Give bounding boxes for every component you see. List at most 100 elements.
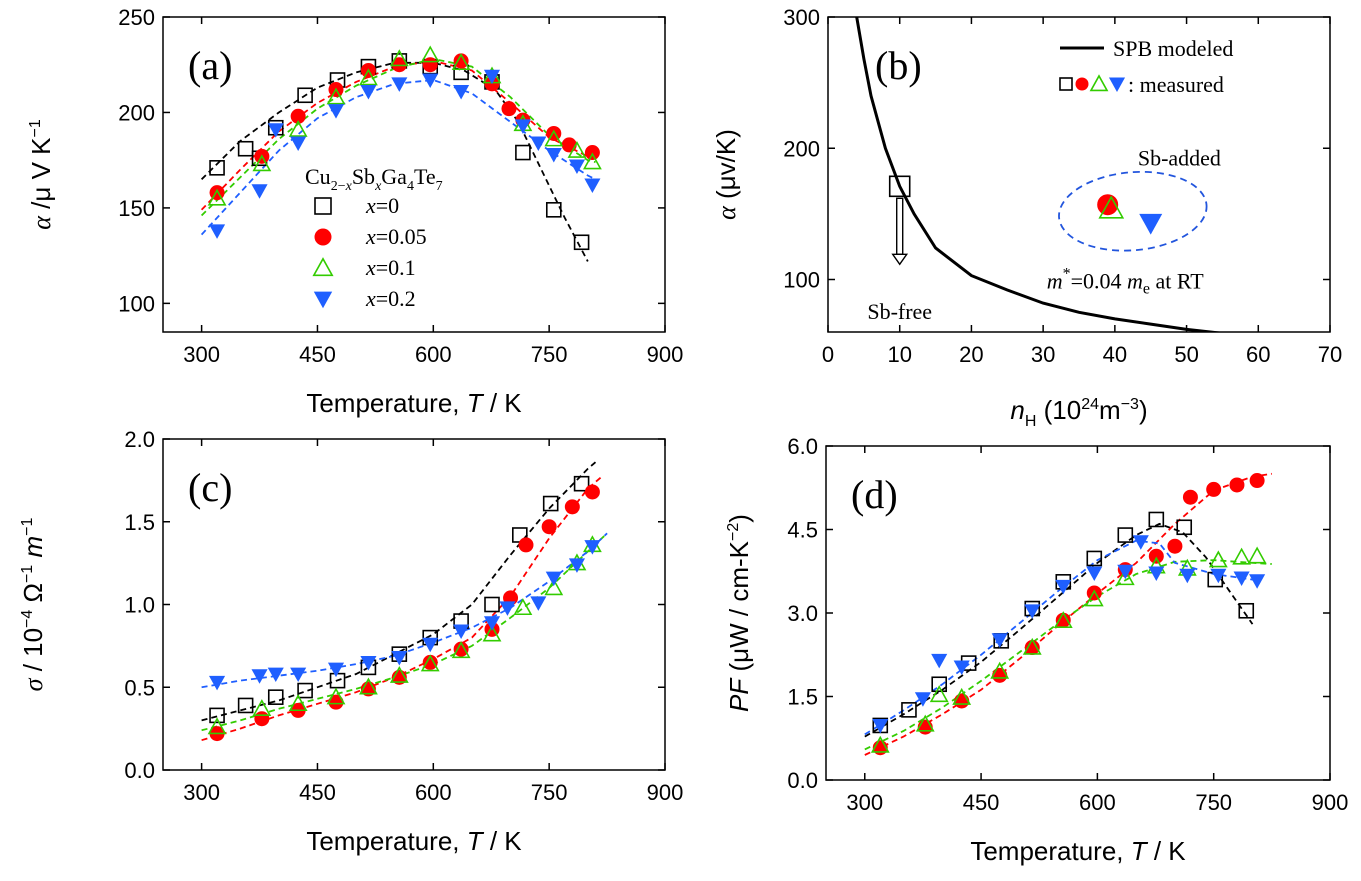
measured-point-x-0 [888, 175, 911, 198]
data-point-c-x-0-1-9 [513, 598, 533, 616]
x-tick-label-d-750: 750 [1195, 790, 1232, 815]
x-tick-label-c-750: 750 [531, 780, 568, 805]
panel-label-c: (c) [188, 465, 232, 510]
data-point-d-x-0-1-2 [929, 685, 949, 703]
x-axis-title-a: Temperature, T / K [306, 388, 522, 418]
x-tick-label-d-300: 300 [846, 790, 883, 815]
data-point-a-x-0-4 [297, 87, 313, 104]
x-tick-label-d-900: 900 [1312, 790, 1349, 815]
data-point-d-x-0-2-5 [1024, 604, 1041, 619]
legend-marker-b-x02 [1108, 77, 1126, 93]
data-point-d-x-0-05-10 [1182, 489, 1198, 505]
data-point-d-x-0-1 [901, 702, 917, 718]
data-point-a-x-0-2-3 [290, 136, 307, 152]
data-point-d-x-0-2-12 [1210, 568, 1227, 584]
legend-label-a-x-0-1: x=0.1 [365, 255, 416, 280]
annotation-effective-mass: m*=0.04 me at RT [1047, 266, 1205, 298]
y-tick-label-a-200: 200 [118, 100, 155, 125]
annotation-sb-added: Sb-added [1138, 145, 1221, 170]
data-point-c-x-0-2-3 [290, 667, 307, 683]
data-point-c-x-0-2-7 [422, 637, 439, 653]
x-tick-label-c-300: 300 [183, 780, 220, 805]
x-axis-title-c: Temperature, T / K [306, 826, 522, 856]
data-point-d-x-0-05-12 [1229, 477, 1245, 493]
data-point-a-x-0-05-7 [453, 53, 469, 69]
data-point-a-x-0-1-7 [451, 53, 471, 71]
data-point-c-x-0-1-5 [389, 665, 409, 683]
data-point-c-x-0-2-10 [499, 601, 516, 616]
panel-a-seebeck-vs-temperature: 300 450 600 750 900 100 150 200 250 (a) Temperatur… [26, 5, 683, 418]
data-point-a-x-0-1-6 [420, 45, 440, 63]
data-point-c-x-0-11 [542, 495, 559, 512]
y-tick-label-c-2: 2.0 [124, 427, 155, 452]
y-tick-label-a-250: 250 [118, 5, 155, 30]
legend-marker-a-x-0-1 [312, 257, 334, 277]
data-point-a-x-0-2-12 [545, 148, 562, 163]
data-point-c-x-0-05-3 [328, 694, 344, 710]
data-point-c-x-0-1-10 [544, 578, 564, 596]
data-point-d-x-0-2-3 [953, 660, 970, 676]
data-point-a-x-0-1 [237, 140, 254, 157]
data-point-a-x-0-1-12 [582, 152, 602, 170]
y-tick-label-c-1.5: 1.5 [124, 510, 155, 535]
measured-point-x-0-1 [1098, 195, 1125, 219]
fit-line-c-x-0-05 [201, 474, 604, 742]
y-tick-label-a-100: 100 [118, 291, 155, 316]
x-tick-label-b-70: 70 [1318, 342, 1342, 367]
legend-b: SPB modeled: measured [1059, 36, 1233, 97]
x-axis-title-b: nH (1024m−3) [1010, 395, 1147, 430]
data-point-c-x-0-1-6 [420, 654, 440, 672]
data-point-a-x-0-11 [515, 144, 531, 161]
x-tick-label-d-600: 600 [1079, 790, 1116, 815]
data-point-c-x-0-2-5 [360, 655, 377, 671]
data-point-d-x-0-05-5 [1055, 612, 1071, 628]
annotation-sb-free: Sb-free [867, 299, 932, 324]
panel-label-a: (a) [188, 43, 232, 88]
fit-line-d-x-0-1 [864, 559, 1272, 751]
panel-d-power-factor-vs-temperature: 300 450 600 750 900 0.0 1.5 3.0 4.5 6.0 (d) Tempera… [724, 434, 1348, 866]
data-point-d-x-0-05-2 [954, 693, 970, 709]
legend-marker-b-x01 [1089, 74, 1109, 92]
legend-label-a-x-0-2: x=0.2 [365, 286, 416, 311]
data-point-c-x-0-1-0 [207, 717, 227, 735]
data-point-d-x-0-2 [931, 676, 948, 693]
data-point-d-x-0-05-3 [992, 667, 1008, 683]
data-point-c-x-0-2-14 [584, 540, 601, 555]
data-point-d-x-0-1-7 [1084, 589, 1104, 607]
x-axis-title-d: Temperature, T / K [970, 836, 1186, 866]
data-point-d-x-0-9 [1148, 511, 1165, 528]
data-point-d-x-0-1-5 [1022, 637, 1042, 655]
data-point-d-x-0-05-4 [1024, 640, 1040, 656]
data-point-c-x-0-2 [267, 689, 284, 705]
data-point-d-x-0-1-11 [1208, 550, 1228, 568]
data-point-a-x-0-2-7 [422, 73, 439, 89]
data-point-c-x-0-2-13 [568, 558, 586, 573]
data-point-a-x-0-2-5 [360, 85, 377, 100]
x-tick-label-b-50: 50 [1174, 342, 1198, 367]
data-point-c-x-0-2-0 [209, 675, 226, 691]
data-point-a-x-0-2-2 [267, 123, 284, 138]
panel-b-seebeck-vs-carrier-concentration: 0 10 20 30 40 50 60 70 100 200 300 Sb-free Sb-added m… [711, 5, 1342, 430]
data-point-a-x-0-2-10 [514, 119, 531, 134]
data-point-c-x-0-2-1 [251, 669, 268, 684]
data-point-d-x-0-1-6 [1053, 611, 1073, 629]
data-point-d-x-0-2-0 [872, 719, 889, 734]
data-point-a-x-0-05-2 [290, 108, 306, 124]
x-tick-label-d-450: 450 [963, 790, 1000, 815]
data-point-c-x-0-2-4 [327, 662, 345, 678]
data-point-d-x-0-10 [1176, 519, 1193, 536]
data-point-d-x-0-05-11 [1206, 481, 1222, 497]
data-point-c-x-0-1-4 [359, 677, 378, 695]
data-point-a-x-0-0 [209, 160, 225, 176]
x-tick-label-a-450: 450 [299, 342, 336, 367]
y-tick-label-c-0: 0.0 [124, 758, 155, 783]
data-point-c-x-0-9 [484, 596, 500, 613]
plot-frame-d [825, 445, 1331, 781]
data-point-c-x-0-2-2 [267, 667, 284, 683]
sb-free-arrow-shaft [896, 197, 904, 256]
y-tick-label-b-100: 100 [783, 268, 820, 293]
y-tick-label-a-150: 150 [118, 196, 155, 221]
data-point-a-x-0-1-0 [207, 188, 227, 206]
